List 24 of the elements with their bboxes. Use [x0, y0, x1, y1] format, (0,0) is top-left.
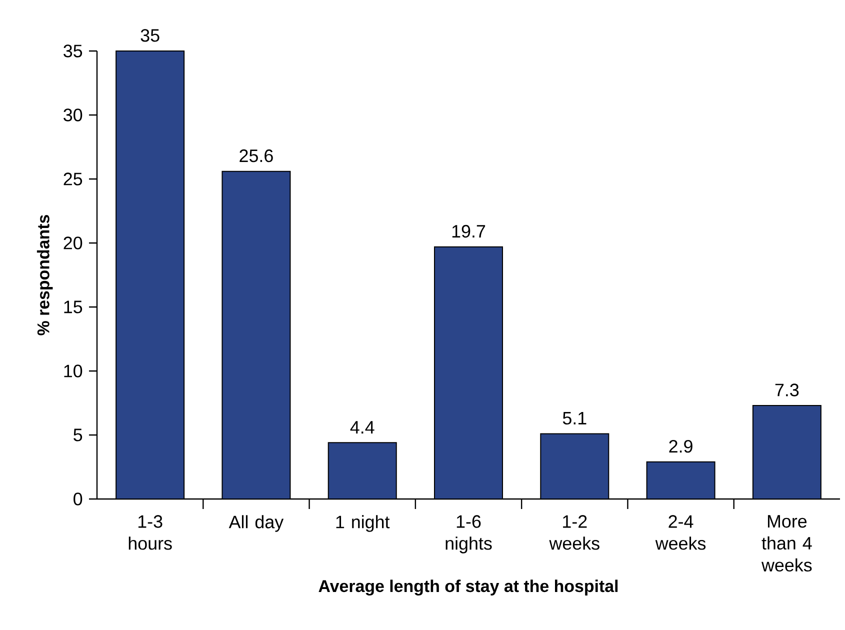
- data-label: 25.6: [240, 149, 273, 162]
- x-tick-label: 1 night: [336, 515, 390, 532]
- y-axis-title: % respondants: [36, 215, 53, 336]
- y-tick-label: 15: [64, 300, 82, 314]
- x-tick-label: 1-2 weeks: [549, 515, 600, 550]
- data-label: 4.4: [350, 421, 374, 434]
- data-label: 2.9: [669, 440, 692, 453]
- x-tick-label: 2-4 weeks: [655, 515, 706, 550]
- y-tick-label: 35: [64, 44, 82, 58]
- data-label: 19.7: [452, 224, 486, 238]
- x-tick-label: All day: [228, 515, 284, 532]
- y-tick-label: 25: [64, 172, 82, 186]
- data-label: 35: [140, 29, 160, 42]
- data-label: 5.1: [562, 412, 586, 425]
- x-tick-label: More than 4 weeks: [761, 515, 812, 572]
- x-tick-label: 1-3 hours: [128, 515, 172, 550]
- y-tick-label: 20: [64, 236, 82, 250]
- x-tick-label: 1-6 nights: [446, 515, 492, 554]
- x-axis-title: Average length of stay at the hospital: [318, 580, 618, 596]
- y-tick-label: 0: [74, 492, 82, 506]
- y-tick-label: 30: [64, 108, 82, 122]
- data-label: 7.3: [775, 384, 799, 396]
- y-tick-label: 10: [64, 364, 82, 378]
- y-tick-label: 5: [74, 428, 82, 442]
